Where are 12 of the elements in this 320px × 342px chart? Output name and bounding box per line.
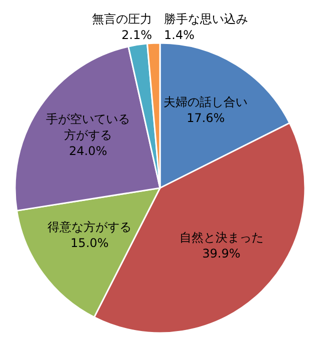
data-label: 1.4% <box>164 28 194 42</box>
slice-label: 得意な方がする <box>48 220 132 234</box>
slice-label: 無言の圧力 <box>92 12 152 26</box>
slice-label: 自然と決まった <box>179 230 264 245</box>
slice-label: 夫婦の話し合い <box>164 94 248 109</box>
data-label: 2.1% <box>122 28 152 42</box>
data-label: 15.0% <box>70 236 109 250</box>
slice-label: 勝手な思い込み <box>164 12 248 26</box>
data-label: 39.9% <box>202 246 240 261</box>
data-label: 17.6% <box>186 110 225 125</box>
slice-label: 手が空いている方がする <box>46 112 130 142</box>
data-label: 24.0% <box>68 144 108 158</box>
